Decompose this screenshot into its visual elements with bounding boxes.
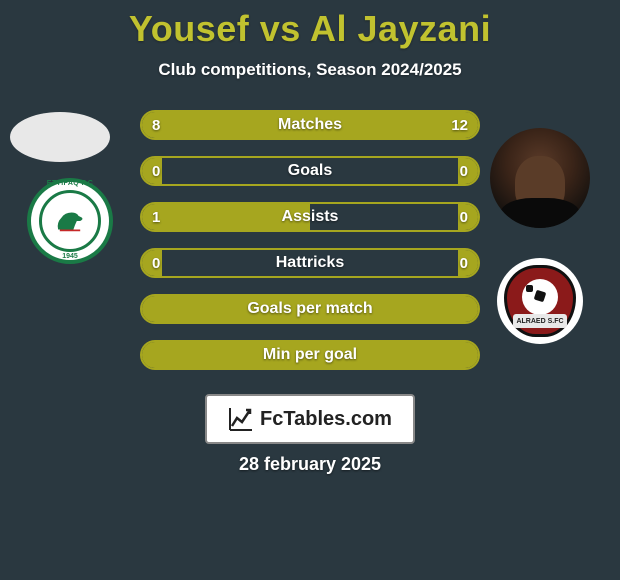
chart-icon <box>228 406 254 432</box>
stat-bar-right <box>276 112 478 138</box>
stat-row: 812Matches <box>140 110 480 140</box>
stat-value-left: 8 <box>152 117 160 134</box>
stat-value-right: 0 <box>460 163 468 180</box>
page-subtitle: Club competitions, Season 2024/2025 <box>0 60 620 80</box>
stats-panel: 812Matches00Goals10Assists00HattricksGoa… <box>0 110 620 410</box>
fctables-text: FcTables.com <box>260 408 392 431</box>
stat-row: 0 0Hattricks <box>140 248 480 278</box>
footer-date: 28 february 2025 <box>0 454 620 475</box>
stat-bars: 812Matches00Goals10Assists00HattricksGoa… <box>140 110 480 386</box>
stat-row: Min per goal <box>140 340 480 370</box>
stat-row: 0 0Goals <box>140 156 480 186</box>
stat-value-left: 1 <box>152 209 160 226</box>
stat-value-left: 0 <box>152 255 160 272</box>
stat-row: Goals per match <box>140 294 480 324</box>
stat-label: Goals <box>142 162 478 180</box>
page-title: Yousef vs Al Jayzani <box>0 0 620 50</box>
stat-bar-left <box>142 112 276 138</box>
stat-value-right: 0 <box>460 255 468 272</box>
stat-value-right: 12 <box>451 117 468 134</box>
stat-label: Hattricks <box>142 254 478 272</box>
stat-value-left: 0 <box>152 163 160 180</box>
fctables-watermark: FcTables.com <box>205 394 415 444</box>
stat-value-right: 0 <box>460 209 468 226</box>
stat-bar-full <box>142 342 478 368</box>
stat-row: 10Assists <box>140 202 480 232</box>
stat-bar-full <box>142 296 478 322</box>
stat-bar-left <box>142 204 310 230</box>
